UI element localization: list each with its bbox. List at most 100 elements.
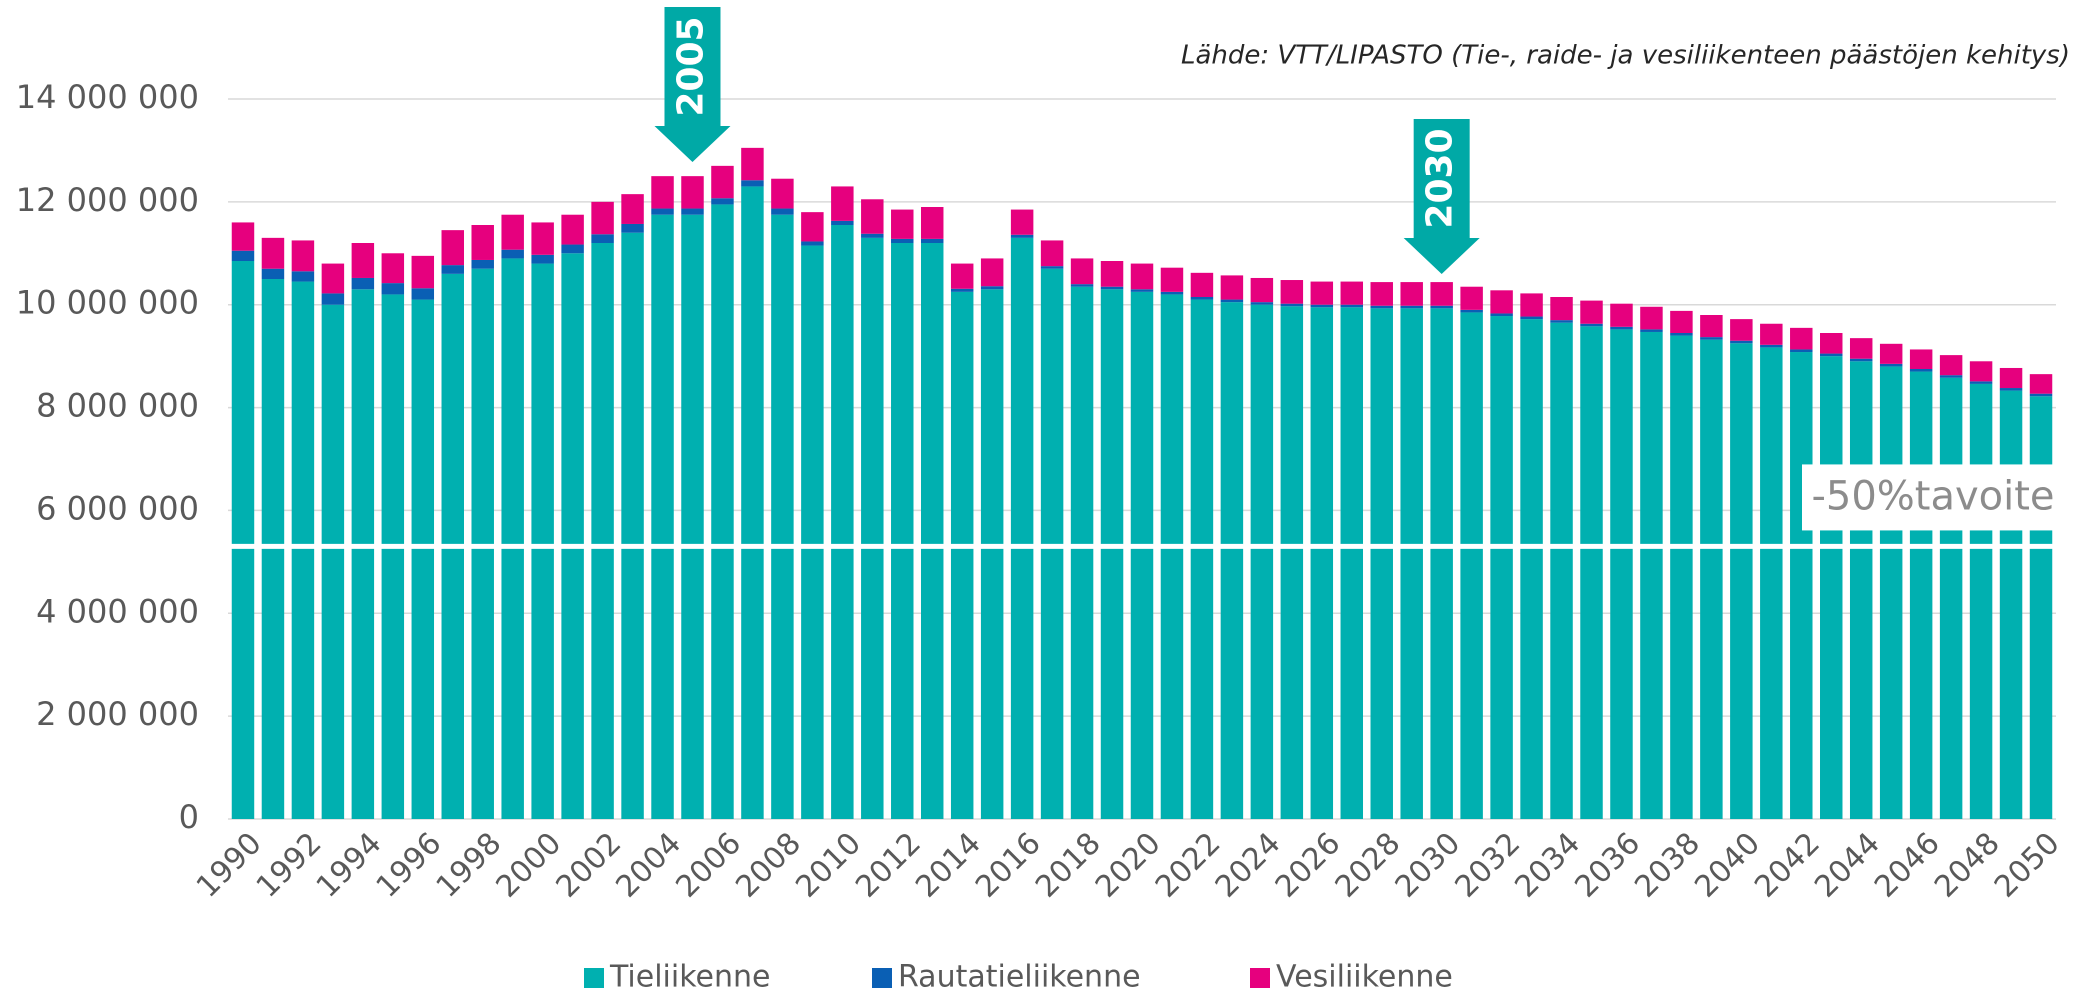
source: Lähde: VTT/LIPASTO (Tie-, raide- ja vesi…: [1181, 41, 2070, 71]
bar-segment: [1040, 268, 1064, 819]
x-tick-label: 2006: [669, 826, 748, 905]
x-tick-label: 2028: [1329, 826, 1408, 905]
bar-segment: [1430, 305, 1453, 309]
bar-segment: [980, 289, 1004, 819]
bar-segment: [1370, 305, 1393, 309]
bar-segment: [1790, 349, 1813, 353]
bar-segment: [231, 222, 255, 251]
bar-segment: [1670, 310, 1693, 333]
bar-segment: [351, 243, 375, 278]
marker-label: 2005: [670, 16, 711, 116]
x-tick-label: 2012: [849, 826, 928, 905]
y-tick-label: 6 000 000: [36, 489, 199, 527]
y-tick-label: 12 000 000: [16, 181, 199, 219]
x-tick-label: 2024: [1209, 826, 1288, 905]
marker-arrow: [1403, 119, 1480, 274]
x-tick-label: 1992: [250, 826, 329, 905]
x-tick-label: 1990: [190, 826, 269, 905]
bar-segment: [1999, 390, 2023, 819]
bar-segment: [1550, 320, 1573, 323]
bar-segment: [621, 223, 644, 233]
x-tick-label: 1996: [370, 826, 449, 905]
bar-segment: [1010, 209, 1034, 235]
bar-segment: [1939, 375, 1963, 378]
legend-swatch: [584, 968, 604, 988]
bar-segment: [621, 232, 644, 819]
y-tick-label: 2 000 000: [36, 695, 199, 733]
bar-segment: [1130, 263, 1154, 290]
bar-segment: [1400, 282, 1423, 306]
bar-segment: [1760, 347, 1783, 819]
bar-segment: [1190, 272, 1214, 297]
bar-segment: [831, 220, 854, 225]
x-tick-label: 2032: [1449, 826, 1528, 905]
bar-segment: [1999, 367, 2023, 389]
bar-segment: [1460, 286, 1483, 310]
x-tick-label: 1998: [430, 826, 509, 905]
bar-segment: [531, 263, 554, 820]
x-tick-label: 2048: [1928, 826, 2007, 905]
bar-segment: [980, 258, 1004, 287]
x-tick-label: 2050: [1988, 826, 2067, 905]
bar-segment: [741, 147, 764, 181]
bar-segment: [1310, 307, 1334, 819]
y-tick-label: 10 000 000: [16, 284, 199, 322]
bar-segment: [1100, 289, 1124, 819]
bar-segment: [651, 214, 674, 819]
bar-segment: [1670, 333, 1693, 336]
bar-segment: [381, 283, 405, 295]
bar-segment: [1610, 329, 1633, 819]
x-tick-label: 2008: [729, 826, 808, 905]
bar-segment: [1640, 329, 1663, 332]
bar-segment: [531, 254, 554, 264]
bar-segment: [1040, 266, 1064, 269]
bar-segment: [2029, 393, 2053, 397]
bar-segment: [1909, 349, 1933, 369]
bar-segment: [231, 261, 255, 819]
bar-segment: [1760, 323, 1783, 345]
bar-segment: [1220, 302, 1244, 820]
bar-segment: [1160, 294, 1184, 819]
x-tick-label: 2034: [1508, 826, 1587, 905]
bar-segment: [261, 268, 285, 279]
bar-segment: [831, 225, 854, 819]
bar-segment: [591, 234, 614, 243]
bar-segment: [920, 207, 944, 239]
bar-segment: [471, 225, 494, 260]
bar-segment: [1820, 353, 1843, 357]
bar-segment: [741, 180, 764, 187]
bar-segment: [381, 294, 405, 819]
bar-segment: [591, 243, 614, 819]
bar-segment: [711, 204, 734, 819]
bar-segment: [231, 250, 255, 261]
legend-swatch: [872, 968, 892, 988]
x-tick-label: 2010: [789, 826, 868, 905]
bar-segment: [471, 268, 494, 819]
bar-segment: [501, 249, 524, 259]
bar-segment: [1580, 323, 1603, 327]
bar-segment: [1370, 308, 1393, 819]
bar-segment: [1370, 282, 1393, 306]
bar-segment: [1430, 308, 1453, 819]
bar-segment: [351, 277, 375, 290]
bar-segment: [1520, 316, 1543, 320]
bar-segment: [321, 304, 345, 819]
x-tick-label: 2016: [969, 826, 1048, 905]
bar-segment: [1130, 291, 1154, 819]
bar-segment: [501, 214, 524, 250]
bar-segment: [1550, 297, 1573, 321]
bar-segment: [1430, 282, 1453, 306]
bar-segment: [1520, 319, 1543, 819]
x-tick-label: 2040: [1688, 826, 1767, 905]
bar-segment: [1999, 388, 2023, 391]
bar-segment: [1790, 327, 1813, 350]
x-tick-label: 2014: [909, 826, 988, 905]
x-tick-label: 2044: [1808, 826, 1887, 905]
target-label: -50%tavoite: [1811, 473, 2054, 519]
bar-segment: [1700, 315, 1723, 338]
bar-segment: [1520, 293, 1543, 317]
bar-segment: [1160, 267, 1184, 292]
marker-label: 2030: [1420, 128, 1461, 228]
x-tick-label: 2022: [1149, 826, 1228, 905]
